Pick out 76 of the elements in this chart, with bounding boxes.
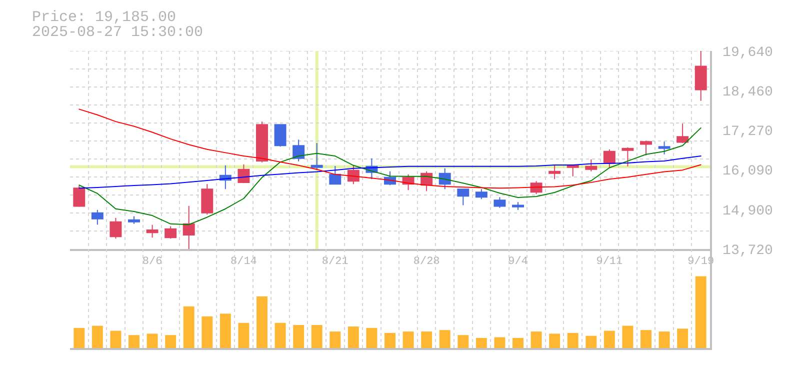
x-tick-label: 9/4 bbox=[508, 256, 528, 268]
candlestick bbox=[585, 158, 598, 172]
x-tick-label: 8/14 bbox=[230, 256, 258, 268]
bar bbox=[311, 325, 322, 348]
candlestick bbox=[91, 209, 104, 226]
bar bbox=[110, 330, 122, 348]
bar bbox=[658, 332, 670, 348]
bar bbox=[494, 337, 506, 348]
bar bbox=[348, 326, 359, 348]
candlestick bbox=[494, 196, 506, 208]
y-tick-label: 17,270 bbox=[722, 124, 773, 140]
bar bbox=[512, 338, 524, 348]
candlestick bbox=[274, 124, 286, 148]
candlestick bbox=[512, 202, 524, 210]
y-tick-label: 14,900 bbox=[722, 203, 773, 220]
line-series bbox=[78, 156, 702, 189]
bar bbox=[421, 332, 432, 348]
bar bbox=[604, 330, 615, 348]
bar bbox=[256, 296, 268, 348]
bar bbox=[330, 332, 341, 348]
bar bbox=[476, 338, 487, 348]
candlestick bbox=[73, 185, 86, 208]
candlestick bbox=[146, 224, 158, 238]
bar bbox=[183, 306, 194, 348]
bar bbox=[640, 330, 652, 348]
bar bbox=[458, 335, 469, 348]
candlestick bbox=[110, 217, 122, 240]
candlestick bbox=[256, 121, 268, 163]
bar bbox=[530, 332, 542, 348]
chart-title: Price: 19,185.00 bbox=[32, 9, 176, 26]
bar bbox=[238, 322, 250, 348]
bar bbox=[439, 330, 450, 348]
candlestick bbox=[475, 188, 488, 200]
bar bbox=[274, 322, 286, 348]
candlestick bbox=[201, 184, 214, 216]
bar bbox=[146, 334, 158, 348]
bar bbox=[677, 328, 688, 348]
candlestick bbox=[676, 123, 689, 144]
candlestick bbox=[640, 140, 652, 156]
candlestick bbox=[292, 139, 305, 162]
y-tick-label: 16,090 bbox=[722, 164, 773, 180]
candlestick bbox=[238, 164, 250, 184]
bar bbox=[165, 335, 176, 348]
bar bbox=[586, 336, 597, 348]
line-series bbox=[78, 108, 702, 189]
bar bbox=[128, 335, 140, 348]
candlestick bbox=[310, 142, 323, 171]
bar bbox=[92, 326, 103, 348]
candlestick bbox=[658, 141, 670, 155]
line-series bbox=[78, 127, 702, 226]
bar bbox=[622, 326, 634, 348]
bar bbox=[384, 332, 396, 348]
candlestick bbox=[128, 216, 140, 224]
bar bbox=[220, 314, 231, 348]
y-tick-label: 18,460 bbox=[722, 84, 773, 100]
y-tick-label: 19,640 bbox=[722, 44, 773, 61]
bar bbox=[402, 332, 414, 348]
candlestick bbox=[438, 168, 451, 190]
y-tick-label: 13,720 bbox=[722, 242, 773, 259]
candlestick bbox=[603, 148, 616, 168]
bar bbox=[549, 334, 560, 348]
bar bbox=[567, 332, 578, 348]
candlestick bbox=[329, 166, 342, 185]
chart-subtitle: 2025-08-27 15:30:00 bbox=[32, 24, 204, 41]
candlestick bbox=[622, 146, 634, 167]
candlestick bbox=[457, 188, 470, 206]
bar bbox=[74, 328, 85, 348]
bar bbox=[366, 328, 378, 348]
bar bbox=[293, 325, 304, 348]
bar bbox=[695, 276, 706, 348]
x-tick-label: 8/6 bbox=[142, 256, 162, 268]
bar bbox=[202, 316, 213, 348]
candlestick bbox=[694, 51, 707, 102]
candlestick bbox=[164, 226, 177, 240]
candlestick bbox=[548, 164, 561, 180]
candlestick bbox=[182, 205, 195, 249]
